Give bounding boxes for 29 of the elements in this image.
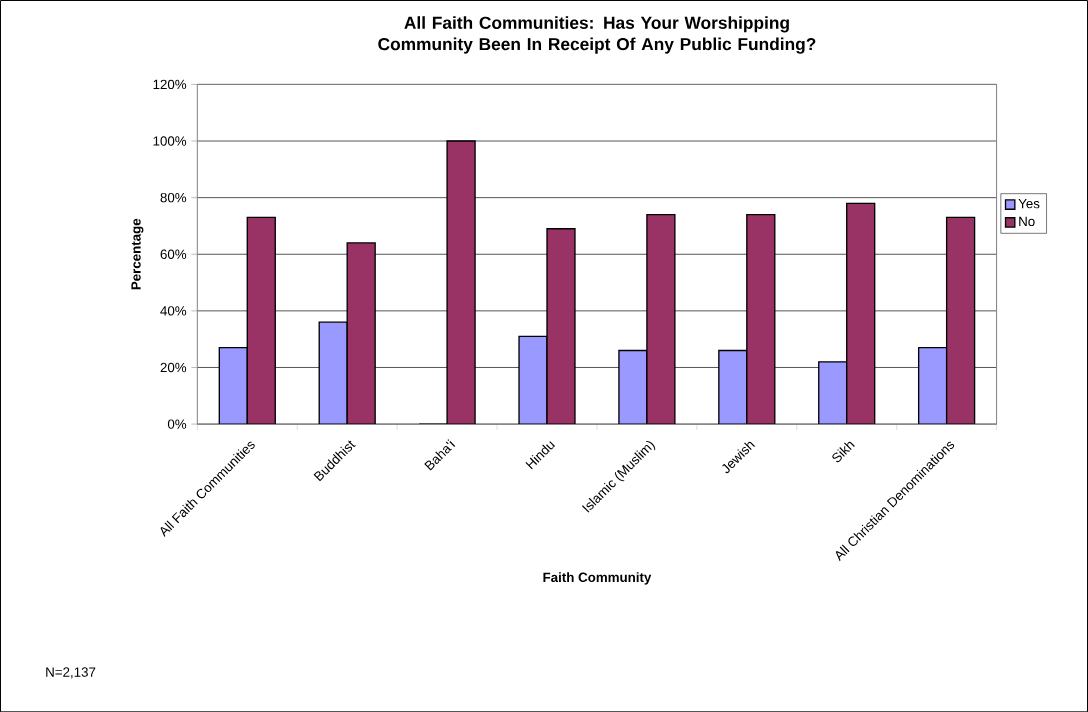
x-tick-label: Sikh xyxy=(832,441,855,463)
bar xyxy=(746,213,776,424)
y-tick-label: 100% xyxy=(153,136,187,146)
text: N=2,137 xyxy=(46,667,96,679)
y-tick-label: 80% xyxy=(160,192,187,203)
bar xyxy=(945,216,976,424)
y-tick-label: 20% xyxy=(160,362,187,373)
y-tick-label: 40% xyxy=(160,306,187,316)
bar xyxy=(846,202,876,424)
bar xyxy=(446,140,476,424)
bar xyxy=(546,227,576,424)
bar xyxy=(346,242,376,424)
bar xyxy=(618,349,648,424)
bar xyxy=(917,346,948,424)
bar xyxy=(646,213,676,424)
bar xyxy=(718,349,748,424)
bar xyxy=(818,360,848,424)
bar xyxy=(246,216,276,424)
y-axis-title: Percentage xyxy=(131,218,144,290)
y-tick-label: 60% xyxy=(160,249,187,259)
chart-title: All Faith Communities: Has Your Worshipping Community Been In Receipt Of Any Public Funding? xyxy=(378,16,816,54)
y-tick-label: 0% xyxy=(167,419,187,429)
legend-label: No xyxy=(1019,216,1035,226)
y-tick-label: 120% xyxy=(153,79,187,89)
bar xyxy=(518,335,548,424)
bar xyxy=(218,346,248,424)
legend-label: Yes xyxy=(1018,198,1040,209)
bar xyxy=(318,321,348,424)
x-axis-title: Faith Community xyxy=(543,572,652,585)
